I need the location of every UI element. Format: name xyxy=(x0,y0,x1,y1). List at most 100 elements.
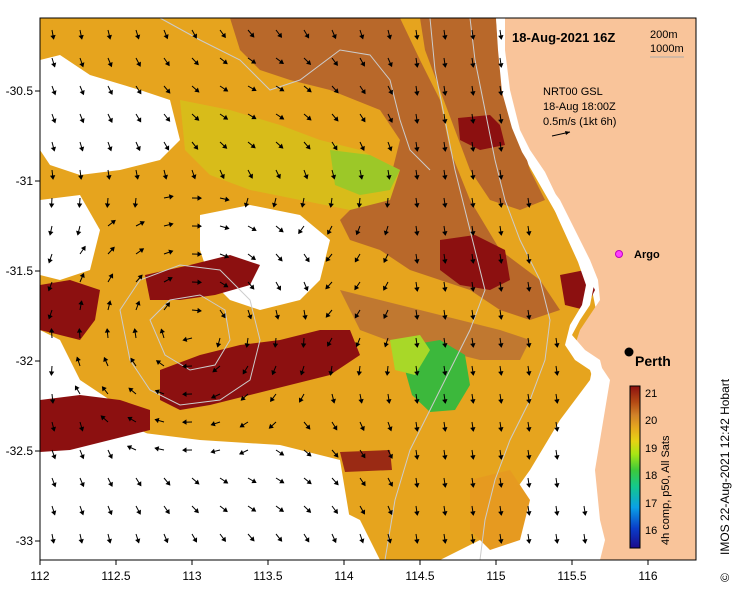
current-vector-head xyxy=(47,286,53,292)
current-vector-head xyxy=(132,328,138,333)
current-vector-head xyxy=(107,453,113,459)
current-vector-head xyxy=(79,272,85,279)
land-mass xyxy=(496,18,696,560)
current-vector-head xyxy=(251,86,257,92)
current-vector-head xyxy=(79,454,85,460)
contour-eddy xyxy=(119,264,261,406)
y-axis: -30.5 -31 -31.5 -32 -32.5 -33 xyxy=(6,84,40,548)
current-vector-head xyxy=(78,426,85,432)
current-vector-head xyxy=(268,423,274,429)
current-vector-head xyxy=(79,146,85,152)
current-vector-head xyxy=(442,259,448,264)
current-vector-head xyxy=(358,398,364,404)
current-vector-head xyxy=(79,90,85,96)
sst-patch-red-southwest xyxy=(40,395,150,452)
current-vector-head xyxy=(242,369,248,375)
current-vector-head xyxy=(135,538,141,544)
current-vector-head xyxy=(279,86,285,92)
current-scale: 0.5m/s (1kt 6h) xyxy=(543,116,616,128)
x-tick-label: 114 xyxy=(334,569,353,583)
current-vector-head xyxy=(279,478,285,484)
current-vector-head xyxy=(360,89,366,95)
current-vector-head xyxy=(387,426,393,432)
current-vector-head xyxy=(223,86,229,92)
current-info: NRT00 GSL 18-Aug 18:00Z 0.5m/s (1kt 6h) xyxy=(543,86,616,137)
current-vector-head xyxy=(526,399,532,404)
current-vector-head xyxy=(79,118,85,124)
current-vector-head xyxy=(304,257,310,263)
contour-200m xyxy=(469,17,551,561)
current-vector-head xyxy=(498,343,504,348)
current-vector-head xyxy=(272,343,279,348)
x-tick-label: 112 xyxy=(30,569,49,583)
current-vector-head xyxy=(164,508,170,515)
y-tick-label: -31.5 xyxy=(6,264,34,278)
current-vector-head xyxy=(305,424,311,430)
current-vector-head xyxy=(383,230,389,236)
current-vector-head xyxy=(388,117,393,123)
current-vector-head xyxy=(386,175,392,180)
current-vector-head xyxy=(128,387,134,393)
current-vector-head xyxy=(333,452,339,458)
current-vector-head xyxy=(328,370,334,376)
current-vector-head xyxy=(50,426,56,432)
colorbar-tick: 16 xyxy=(645,525,657,537)
contour-legend-200m: 200m xyxy=(650,29,678,41)
current-vector-head xyxy=(356,203,363,208)
current-vector-head xyxy=(221,32,226,39)
current-vector-head xyxy=(331,537,337,544)
current-vector-head xyxy=(165,88,171,94)
colorbar-tick: 19 xyxy=(645,443,657,455)
current-vector-head xyxy=(50,146,57,152)
sst-patch-orange-south xyxy=(470,470,530,550)
current-vector-head xyxy=(358,174,364,180)
current-vector-head xyxy=(106,300,112,306)
credit-text: IMOS 22-Aug-2021 12:42 Hobart xyxy=(718,378,732,555)
current-vector-head xyxy=(193,508,199,514)
current-vector-head xyxy=(51,90,57,96)
colorbar-gradient xyxy=(629,385,641,549)
current-vector-head xyxy=(526,427,532,432)
current-vector-head xyxy=(304,537,310,543)
current-vector-head xyxy=(279,114,285,120)
current-vector-head xyxy=(191,174,197,180)
current-vector-head xyxy=(526,315,532,320)
current-vector-head xyxy=(582,539,588,544)
current-vector-head xyxy=(210,393,217,399)
current-vector-head xyxy=(78,300,84,306)
current-vector-head xyxy=(386,34,392,40)
current-vector-head xyxy=(470,91,476,96)
current-vector-head xyxy=(498,147,504,152)
current-vector-head xyxy=(127,416,133,422)
x-tick-label: 114.5 xyxy=(405,569,434,583)
current-vector-head xyxy=(51,118,57,124)
current-vector-head xyxy=(414,147,420,152)
current-vector-head xyxy=(414,63,420,68)
current-vector-head xyxy=(498,399,504,404)
current-vector-head xyxy=(244,343,250,348)
current-vector-head xyxy=(526,343,532,348)
current-vector-head xyxy=(165,116,171,122)
current-vector-head xyxy=(197,195,202,201)
current-vector-head xyxy=(108,89,113,95)
current-vector-head xyxy=(359,34,365,40)
current-vector-head xyxy=(414,315,420,320)
colorbar-label: 4h comp, p50, All Sats xyxy=(660,435,672,545)
current-vector-head xyxy=(222,59,228,65)
sst-patch-red-east-mid xyxy=(440,235,510,290)
current-vector-head xyxy=(79,482,85,488)
current-vector-head xyxy=(327,229,332,235)
plot-frame xyxy=(39,17,697,561)
current-vector-head xyxy=(354,257,360,263)
current-vector-head xyxy=(442,147,448,152)
current-vector-head xyxy=(526,203,532,208)
current-vector-head xyxy=(168,222,174,228)
current-vector-head xyxy=(325,284,331,290)
current-vector-head xyxy=(526,539,532,544)
current-vector-head xyxy=(108,273,114,279)
current-vector-head xyxy=(48,371,55,376)
current-vector-head xyxy=(154,446,160,452)
current-vector-head xyxy=(498,315,504,320)
current-vector-head xyxy=(442,175,448,180)
current-vector-head xyxy=(386,399,392,404)
